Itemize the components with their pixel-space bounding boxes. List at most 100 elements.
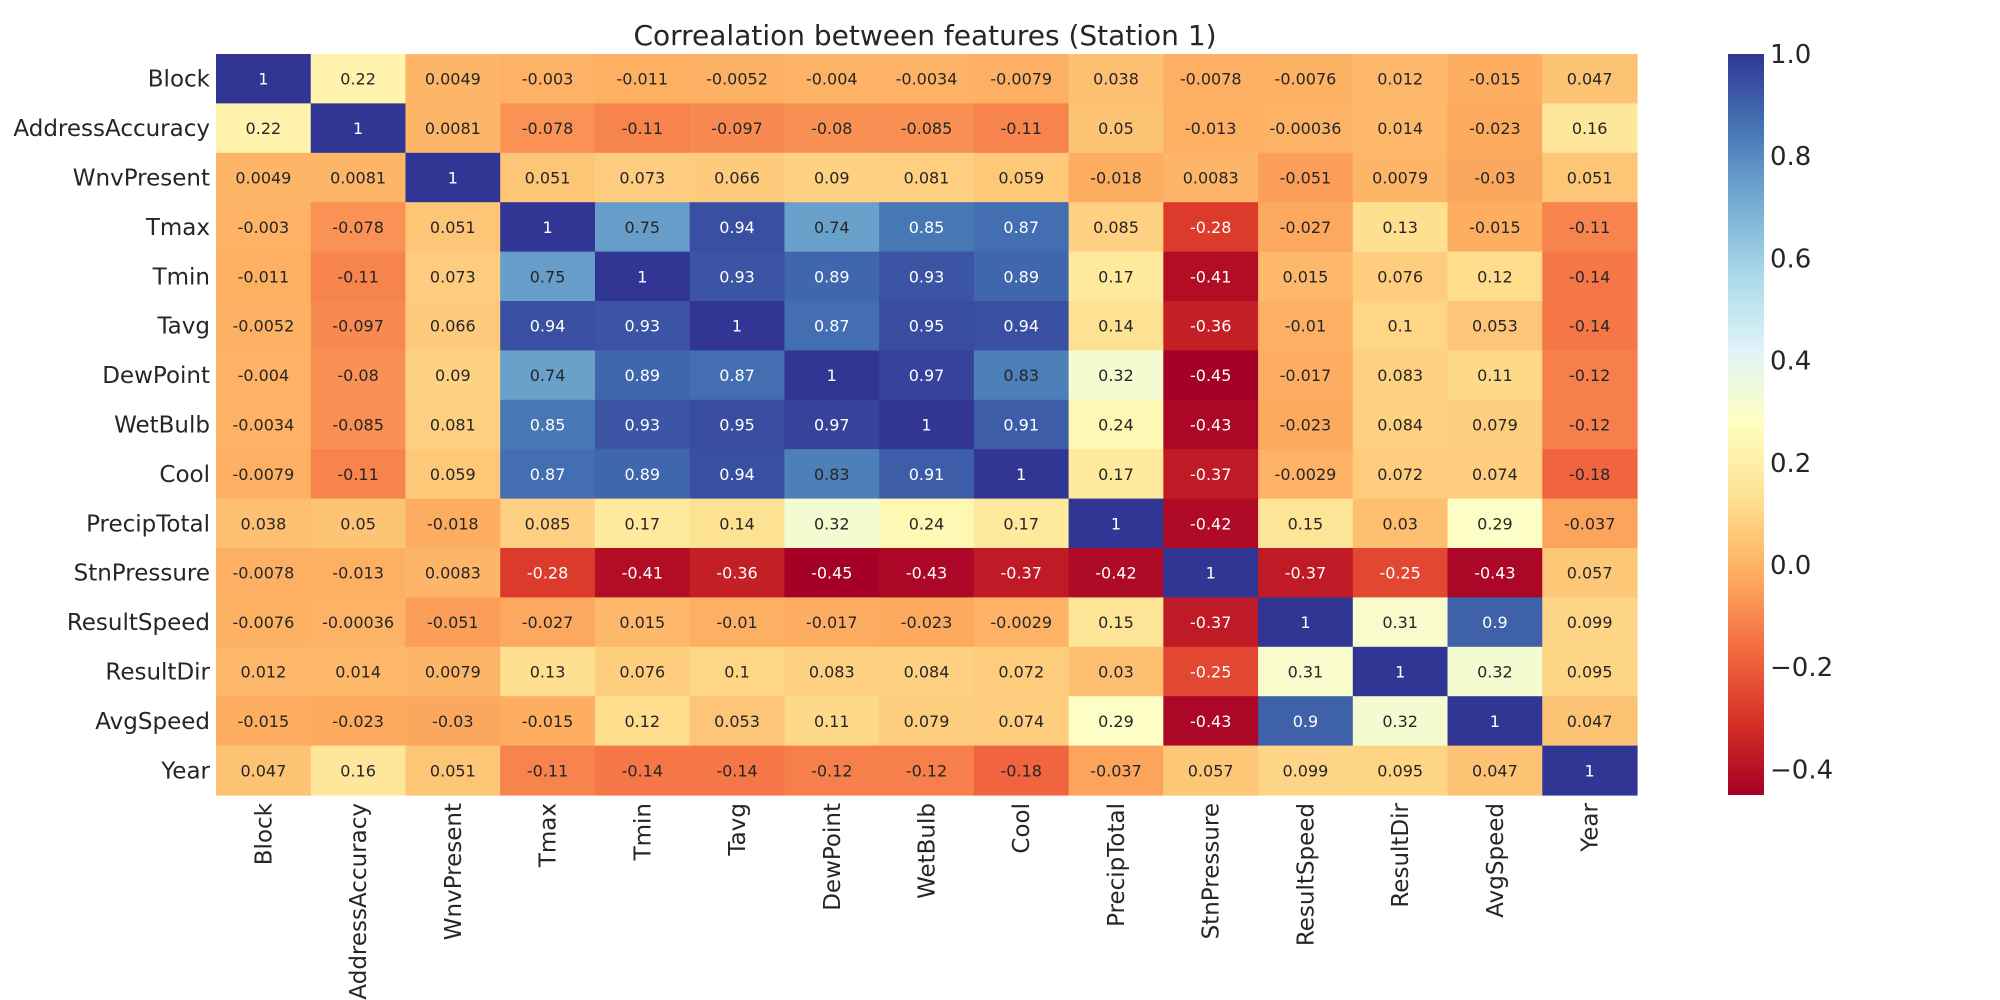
cell-annotation: 1	[637, 267, 647, 286]
heatmap-cell	[594, 597, 691, 648]
cell-annotation: -0.011	[238, 267, 290, 286]
cell-annotation: -0.015	[1469, 70, 1521, 89]
heatmap-cell	[594, 449, 691, 500]
heatmap-cell	[1258, 646, 1354, 697]
heatmap-annotations: 1 0.22 0.0049 -0.003 -0.011 -0.0052 -0.004 -0.0…	[232, 70, 1615, 781]
y-tick-label: WnvPresent	[73, 166, 210, 192]
heatmap-cell	[689, 202, 785, 253]
cell-annotation: -0.023	[332, 712, 384, 731]
cell-annotation: 0.012	[1377, 70, 1423, 89]
cell-annotation: 0.11	[1477, 366, 1513, 385]
cell-annotation: -0.28	[527, 564, 568, 583]
cell-annotation: 0.059	[430, 465, 476, 484]
heatmap-cell	[1352, 646, 1449, 697]
heatmap-cell	[405, 152, 501, 203]
cell-annotation: -0.015	[1469, 218, 1521, 237]
x-tick-label: WnvPresent	[441, 803, 467, 940]
heatmap-cell	[1163, 350, 1259, 401]
heatmap-cell	[689, 399, 785, 450]
heatmap-cell	[784, 548, 880, 598]
cell-annotation: 0.083	[1377, 366, 1423, 385]
cell-annotation: 0.1	[1387, 317, 1412, 336]
y-tick-label: ResultDir	[105, 660, 210, 686]
x-tick-label: Tavg	[725, 803, 751, 857]
heatmap-cell	[405, 202, 501, 253]
heatmap-cell	[1163, 449, 1259, 500]
colorbar-tick-label: 0.8	[1770, 142, 1811, 172]
cell-annotation: -0.003	[238, 218, 290, 237]
cell-annotation: 0.24	[1098, 416, 1134, 435]
cell-annotation: 0.074	[1472, 465, 1518, 484]
cell-annotation: 0.93	[719, 267, 755, 286]
heatmap-cell	[879, 350, 975, 401]
heatmap-cell	[405, 646, 501, 697]
heatmap-cell	[973, 152, 1070, 203]
heatmap-cell	[879, 696, 975, 747]
x-tick-label: PrecipTotal	[1104, 803, 1130, 927]
cell-annotation: 0.081	[904, 169, 950, 188]
heatmap-cell	[310, 745, 407, 796]
cell-annotation: 0.074	[998, 712, 1044, 731]
heatmap-cell	[1352, 498, 1449, 549]
cell-annotation: 0.32	[1382, 712, 1418, 731]
heatmap-cell	[310, 696, 407, 747]
heatmap-cell	[216, 548, 312, 598]
cell-annotation: 0.93	[624, 416, 660, 435]
heatmap-cell	[879, 301, 975, 351]
cell-annotation: 0.17	[1098, 465, 1134, 484]
heatmap-cell	[500, 745, 596, 796]
cell-annotation: 0.87	[530, 465, 566, 484]
colorbar-gradient	[1728, 54, 1764, 795]
heatmap-cell	[1068, 103, 1164, 154]
cell-annotation: 0.081	[430, 416, 476, 435]
cell-annotation: -0.097	[332, 317, 384, 336]
cell-annotation: -0.43	[906, 564, 947, 583]
heatmap-cell	[1258, 498, 1354, 549]
heatmap-cell	[1447, 54, 1543, 104]
heatmap-cell	[594, 251, 691, 302]
cell-annotation: -0.08	[811, 119, 852, 138]
heatmap-cell	[1542, 152, 1638, 203]
heatmap-cell	[973, 745, 1070, 796]
heatmap-cell	[689, 54, 785, 104]
heatmap-cell	[1163, 251, 1259, 302]
cell-annotation: 0.97	[909, 366, 945, 385]
heatmap-cell	[1447, 399, 1543, 450]
heatmap-cell	[1542, 696, 1638, 747]
heatmap-cell	[1352, 152, 1449, 203]
cell-annotation: -0.018	[1090, 169, 1142, 188]
cell-annotation: 0.09	[435, 366, 471, 385]
heatmap-cell	[405, 301, 501, 351]
heatmap-cell	[973, 103, 1070, 154]
heatmap-cell	[216, 103, 312, 154]
cell-annotation: 0.32	[1098, 366, 1134, 385]
cell-annotation: 0.0083	[425, 564, 481, 583]
cell-annotation: 1	[827, 366, 837, 385]
cell-annotation: 0.22	[246, 119, 282, 138]
cell-annotation: 0.066	[430, 317, 476, 336]
heatmap-cell	[879, 646, 975, 697]
cell-annotation: 0.079	[1472, 416, 1518, 435]
cell-annotation: 0.17	[1098, 267, 1134, 286]
cell-annotation: 0.014	[335, 663, 381, 682]
heatmap-cell	[1447, 350, 1543, 401]
y-tick-label: StnPressure	[74, 561, 210, 587]
heatmap-cell	[405, 449, 501, 500]
cell-annotation: 0.83	[1003, 366, 1039, 385]
cell-annotation: -0.25	[1379, 564, 1420, 583]
cell-annotation: -0.027	[522, 613, 574, 632]
cell-annotation: -0.37	[1190, 613, 1231, 632]
heatmap-cell	[1447, 597, 1543, 648]
heatmap-cell	[405, 399, 501, 450]
heatmap-cell	[594, 548, 691, 598]
heatmap-cell	[405, 54, 501, 104]
heatmap-cell	[1542, 54, 1638, 104]
cell-annotation: 0.95	[719, 416, 755, 435]
cell-annotation: 0.74	[814, 218, 850, 237]
heatmap-cell	[405, 103, 501, 154]
heatmap-cell	[784, 54, 880, 104]
cell-annotation: -0.015	[522, 712, 574, 731]
cell-annotation: 0.084	[904, 663, 950, 682]
heatmap-cell	[594, 696, 691, 747]
cell-annotation: -0.14	[1569, 317, 1610, 336]
